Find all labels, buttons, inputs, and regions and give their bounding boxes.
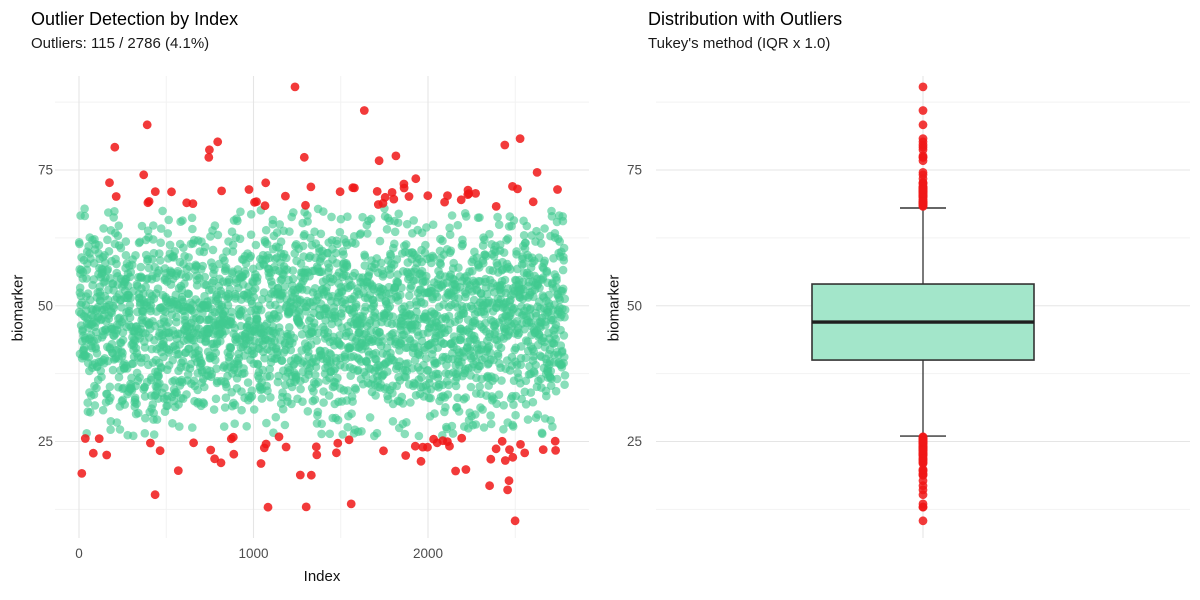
scatter-inlier-points [74, 204, 570, 441]
scatter-outlier-points [77, 82, 562, 526]
svg-text:25: 25 [627, 434, 642, 449]
svg-text:2000: 2000 [413, 546, 443, 561]
svg-text:25: 25 [38, 434, 53, 449]
scatter-x-tick-labels: 0 1000 2000 [75, 546, 443, 561]
scatter-y-axis-title: biomarker [9, 274, 27, 342]
boxplot-title: Distribution with Outliers [648, 9, 843, 29]
svg-text:75: 75 [38, 163, 53, 178]
boxplot-chart: Distribution with Outliers Tukey's metho… [600, 0, 1200, 600]
scatter-title: Outlier Detection by Index [31, 9, 239, 29]
scatter-y-tick-labels: 25 50 75 [38, 163, 53, 450]
scatter-subtitle: Outliers: 115 / 2786 (4.1%) [31, 35, 210, 52]
svg-text:50: 50 [627, 298, 642, 313]
boxplot-outlier-points [918, 82, 928, 526]
boxplot-glyph [811, 207, 1035, 437]
svg-text:75: 75 [627, 163, 642, 178]
boxplot-y-axis-title: biomarker [605, 274, 623, 342]
svg-text:0: 0 [75, 546, 83, 561]
svg-text:50: 50 [38, 298, 53, 313]
svg-text:1000: 1000 [238, 546, 268, 561]
scatter-chart: Outlier Detection by Index Outliers: 115… [9, 9, 589, 585]
boxplot-y-tick-labels: 25 50 75 [627, 163, 642, 450]
scatter-x-axis-title: Index [303, 568, 341, 585]
boxplot-plot-area: 25 50 75 [627, 76, 1190, 538]
boxplot-subtitle: Tukey's method (IQR x 1.0) [648, 35, 831, 52]
scatter-plot-area: 25 50 75 0 1000 2000 [38, 76, 589, 561]
